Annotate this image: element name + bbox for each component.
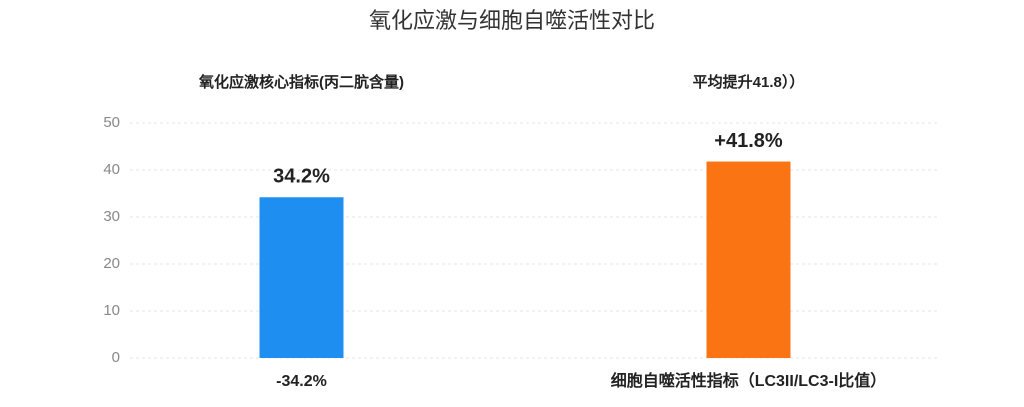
value-label: +41.8% [714, 130, 783, 152]
y-tick-label: 40 [103, 161, 120, 178]
y-tick-label: 0 [112, 349, 120, 366]
y-tick-label: 50 [103, 114, 120, 131]
bar [706, 161, 791, 358]
annotation: 氧化应激核心指标(丙二肮含量) [198, 73, 404, 91]
x-tick-label: -34.2% [276, 373, 327, 390]
y-tick-label: 30 [103, 208, 120, 225]
chart-title: 氧化应激与细胞自噬活性对比 [369, 8, 655, 33]
y-tick-label: 20 [103, 255, 120, 272]
annotation: 平均提升41.8）） [693, 73, 805, 91]
y-tick-label: 10 [103, 302, 120, 319]
bar [259, 197, 344, 358]
x-tick-label: 细胞自噬活性指标（LC3II/LC3-I比值） [611, 371, 887, 390]
value-label: 34.2% [273, 166, 330, 188]
